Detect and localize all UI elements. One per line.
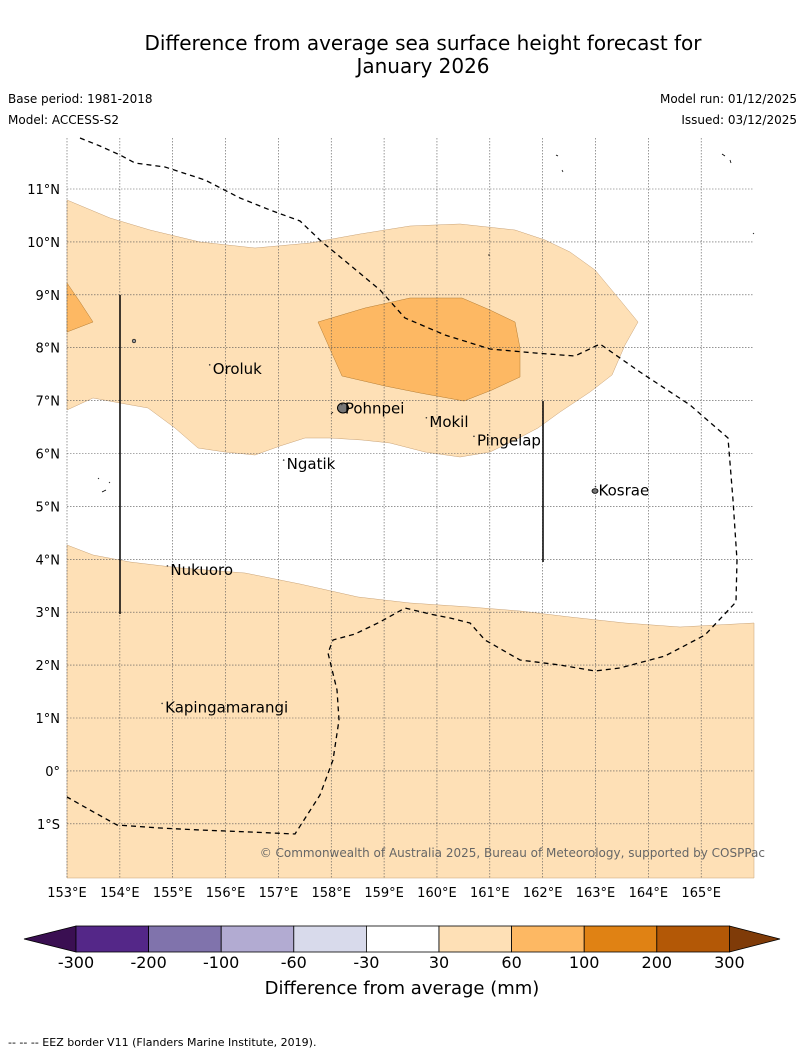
place-marker (282, 459, 285, 461)
place-marker (473, 435, 475, 438)
place-marker (425, 416, 428, 419)
title-line-2: January 2026 (356, 54, 490, 78)
eez-border (66, 137, 738, 835)
lat-tick-label: 0° (45, 765, 60, 780)
place-marker (208, 364, 211, 366)
lat-tick-label: 7°N (36, 395, 61, 410)
colorbar-segment (293, 925, 367, 953)
colorbar-segment (438, 925, 512, 953)
lat-tick-label: 9°N (36, 289, 61, 304)
lat-tick-label: 3°N (36, 606, 61, 621)
place-label: Kapingamarangi (165, 698, 288, 716)
colorbar-segment (75, 925, 149, 953)
colorbar-tick-label: -30 (353, 953, 379, 972)
colorbar-title: Difference from average (mm) (264, 978, 540, 999)
copyright-text: © Commonwealth of Australia 2025, Bureau… (260, 846, 765, 860)
place-marker (594, 485, 597, 488)
model-name: Model: ACCESS-S2 (8, 113, 120, 127)
lat-tick-label: 8°N (36, 342, 61, 357)
place-label: Kosrae (599, 482, 650, 500)
eez-footnote: -- -- -- EEZ border V11 (Flanders Marine… (8, 1036, 317, 1049)
place-label: Pingelap (477, 431, 541, 449)
lat-tick-label: 5°N (36, 500, 61, 515)
place-marker (341, 403, 343, 406)
lon-tick-label: 159°E (364, 886, 404, 901)
colorbar-extend-low (23, 925, 77, 953)
colorbar-extend-high (729, 925, 781, 953)
place-marker (161, 702, 163, 705)
pohnpei-island-shape (337, 402, 349, 414)
lon-tick-label: 164°E (629, 886, 669, 901)
lat-tick-label: 6°N (36, 448, 61, 463)
colorbar-tick-label: -200 (130, 953, 166, 972)
lon-tick-label: 157°E (259, 886, 299, 901)
colorbar-tick-label: -60 (281, 953, 307, 972)
colorbar-segment (365, 925, 440, 953)
atoll-shape (131, 338, 137, 344)
colorbar-segment (583, 925, 658, 953)
lat-tick-label: 10°N (27, 236, 60, 251)
base-period: Base period: 1981-2018 (8, 92, 153, 106)
model-run: Model run: 01/12/2025 (659, 92, 797, 106)
place-label: Ngatik (287, 455, 336, 473)
lon-tick-label: 160°E (417, 886, 457, 901)
colorbar: -300 -200 -100 -60 -30 30 60 100 200 300 (23, 925, 781, 972)
lon-tick-label: 158°E (311, 886, 351, 901)
lat-tick-label: 2°N (36, 659, 61, 674)
lat-tick-label: 11°N (27, 183, 60, 198)
colorbar-segment (148, 925, 222, 953)
lon-tick-label: 161°E (470, 886, 510, 901)
longitude-labels: 153°E 154°E 155°E 156°E 157°E 158°E 159°E 160°E… (47, 886, 721, 901)
colorbar-segment (656, 925, 730, 953)
colorbar-tick-label: 200 (642, 953, 673, 972)
place-label: Pohnpei (345, 400, 405, 418)
lon-tick-label: 156°E (206, 886, 246, 901)
lon-tick-label: 163°E (576, 886, 616, 901)
lon-tick-label: 153°E (47, 886, 87, 901)
lon-tick-label: 154°E (100, 886, 140, 901)
anomaly-region-30-60-south (66, 544, 755, 879)
anomaly-region-60-100-central (317, 297, 521, 402)
place-label: Mokil (429, 413, 468, 431)
lat-tick-label: 4°N (36, 553, 61, 568)
lat-tick-label: 1°N (36, 712, 61, 727)
colorbar-tick-label: -100 (203, 953, 239, 972)
place-label: Nukuoro (170, 561, 233, 579)
place-marker (166, 565, 169, 567)
lat-tick-label: 1°S (37, 818, 60, 833)
lon-tick-label: 155°E (153, 886, 193, 901)
colorbar-tick-label: 60 (501, 953, 521, 972)
kosrae-island-shape (591, 488, 599, 494)
colorbar-tick-label: 300 (714, 953, 745, 972)
colorbar-segment (511, 925, 585, 953)
colorbar-segment (220, 925, 295, 953)
colorbar-tick-label: 30 (429, 953, 449, 972)
lon-tick-label: 162°E (523, 886, 563, 901)
chart-title: Difference from average sea surface heig… (0, 32, 804, 78)
place-labels: Oroluk Pohnpei Mokil Pingelap Ngatik Kosrae Nu… (161, 360, 650, 716)
issued-date: Issued: 03/12/2025 (681, 113, 797, 127)
latitude-labels: 11°N 10°N 9°N 8°N 7°N 6°N 5°N 4°N 3°N 2°N 1°N 0° 1°S (27, 183, 60, 833)
lon-tick-label: 165°E (681, 886, 721, 901)
colorbar-tick-label: -300 (58, 953, 94, 972)
colorbar-tick-label: 100 (569, 953, 600, 972)
title-line-1: Difference from average sea surface heig… (144, 31, 702, 55)
minor-islets (97, 153, 755, 493)
place-label: Oroluk (213, 360, 262, 378)
